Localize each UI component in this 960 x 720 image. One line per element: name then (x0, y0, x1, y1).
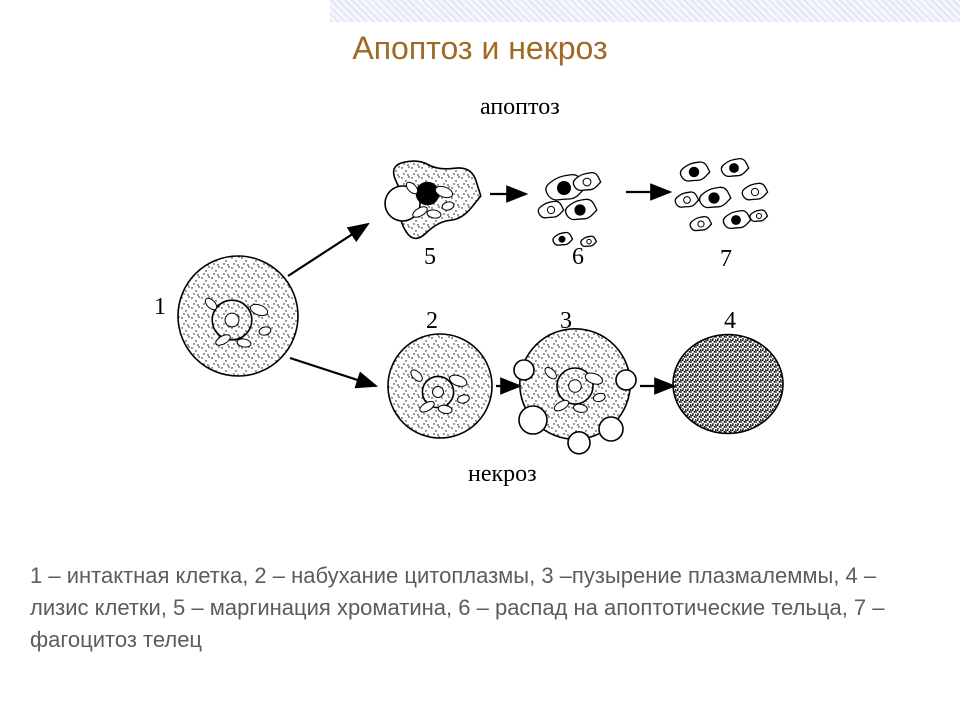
arrow-n1-n5 (288, 224, 368, 276)
label-n2: 2 (426, 308, 438, 334)
label-n6: 6 (572, 244, 584, 270)
pathway-label-apoptosis: апоптоз (480, 94, 560, 120)
diagram-svg: 1 2 3 4 5 6 7 апоптоз некроз (130, 86, 830, 516)
cell-n2 (388, 334, 492, 438)
cell-n3 (514, 329, 636, 454)
page-title: Апоптоз и некроз (0, 30, 960, 67)
cell-n4 (673, 335, 783, 434)
label-n7: 7 (720, 246, 732, 272)
arrow-n1-n2 (290, 358, 376, 386)
cell-n7 (675, 159, 767, 231)
header-pattern (330, 0, 960, 22)
label-n3: 3 (560, 308, 572, 334)
label-n5: 5 (424, 244, 436, 270)
apoptosis-necrosis-diagram: 1 2 3 4 5 6 7 апоптоз некроз (130, 86, 830, 516)
label-n4: 4 (724, 308, 736, 334)
pathway-label-necrosis: некроз (468, 461, 537, 487)
label-n1: 1 (154, 294, 166, 320)
cell-n1 (178, 256, 298, 376)
cell-n5 (385, 161, 481, 238)
legend-text: 1 – интактная клетка, 2 – набухание цито… (30, 560, 930, 656)
cell-n6 (538, 173, 600, 247)
